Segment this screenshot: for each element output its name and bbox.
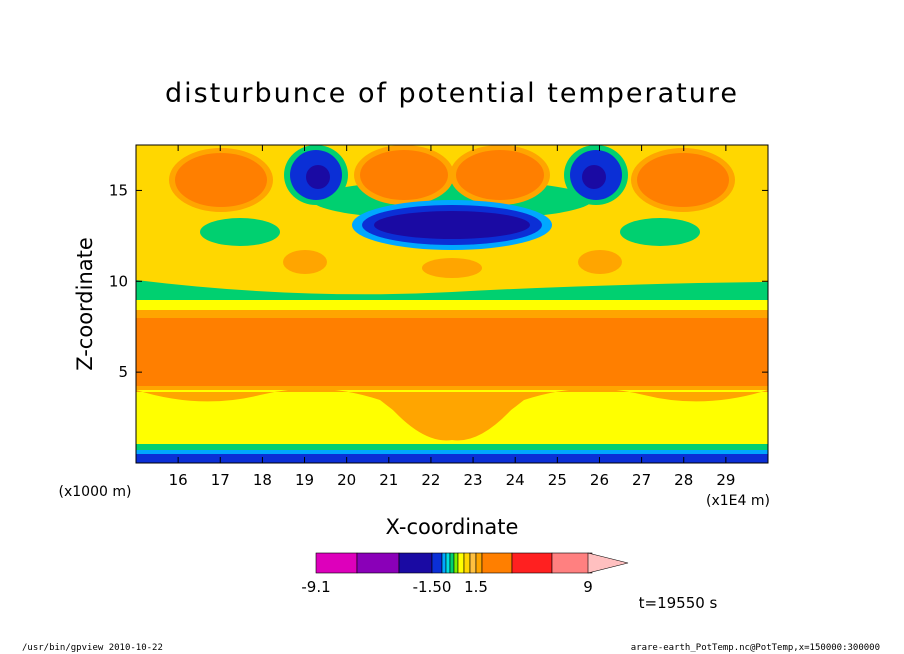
colorbar-box: [356, 552, 400, 574]
x-tick-label: 23: [464, 471, 483, 489]
x-tick-label: 16: [169, 471, 188, 489]
colorbar-box: [398, 552, 433, 574]
green-lobe-right: [620, 218, 700, 246]
colorbar-box: [445, 552, 451, 574]
colorbar-box: [511, 552, 553, 574]
colorbar-tick-label: -1.50: [413, 578, 452, 596]
contour-field: [136, 145, 768, 463]
warm-spot-mid: [422, 258, 482, 278]
colorbar-ticks: -9.1 -1.50 1.5 9: [301, 578, 592, 596]
warm-layer: [136, 318, 768, 386]
colorbar-box: [457, 552, 465, 574]
y-axis-label: Z-coordinate: [73, 237, 97, 371]
cold-center-core: [374, 211, 530, 239]
y-ticks: 5 10 15: [109, 181, 768, 381]
warm-cell-2: [360, 150, 448, 200]
x-tick-label: 29: [716, 471, 735, 489]
cold-core-left: [306, 165, 330, 189]
colorbar-box: [481, 552, 513, 574]
x-tick-label: 26: [590, 471, 609, 489]
y-tick-label: 5: [118, 363, 128, 381]
y-tick-label: 15: [109, 181, 128, 199]
green-band: [136, 280, 768, 300]
colorbar-box: [315, 552, 358, 574]
x-tick-label: 21: [379, 471, 398, 489]
colorbar-box: [453, 552, 459, 574]
colorbar: [315, 552, 629, 574]
x-unit-label: (x1E4 m): [706, 493, 770, 509]
colorbar-box: [469, 552, 477, 574]
green-lobe-left: [200, 218, 280, 246]
x-tick-label: 19: [295, 471, 314, 489]
colorbar-box: [551, 552, 593, 574]
y-tick-label: 10: [109, 272, 128, 290]
x-ticks: 16 17 18 19 20 21 22 23 24 25 26 27 28 29: [169, 145, 735, 489]
colorbar-box: [449, 552, 455, 574]
colorbar-box: [463, 552, 471, 574]
warm-spot-right: [578, 250, 622, 274]
x-tick-label: 22: [421, 471, 440, 489]
x-tick-label: 18: [253, 471, 272, 489]
lower-bump: [380, 395, 524, 441]
colorbar-tick-label: 1.5: [464, 578, 488, 596]
footer-right: arare-earth_PotTemp.nc@PotTemp,x=150000:…: [631, 643, 880, 653]
colorbar-tick-label: -9.1: [301, 578, 330, 596]
warm-cell-4: [637, 153, 729, 207]
warm-cell-1: [175, 153, 267, 207]
colorbar-tick-label: 9: [583, 578, 593, 596]
x-tick-label: 25: [548, 471, 567, 489]
x-tick-label: 28: [674, 471, 693, 489]
time-label: t=19550 s: [639, 594, 718, 612]
warm-spot-left: [283, 250, 327, 274]
colorbar-box: [431, 552, 443, 574]
warm-cell-3: [456, 150, 544, 200]
colorbar-box: [475, 552, 483, 574]
bottom-blue: [136, 454, 768, 463]
x-tick-label: 20: [337, 471, 356, 489]
plot-frame: [135, 144, 769, 464]
x-tick-label: 27: [632, 471, 651, 489]
x-tick-label: 24: [506, 471, 525, 489]
footer-left: /usr/bin/gpview 2010-10-22: [22, 643, 163, 653]
y-unit-label: (x1000 m): [59, 484, 132, 500]
cold-core-right: [582, 165, 606, 189]
x-tick-label: 17: [211, 471, 230, 489]
colorbar-arrow: [587, 552, 629, 574]
chart-title: disturbunce of potential temperature: [165, 78, 739, 109]
x-axis-label: X-coordinate: [386, 515, 519, 539]
colorbar-box: [441, 552, 447, 574]
